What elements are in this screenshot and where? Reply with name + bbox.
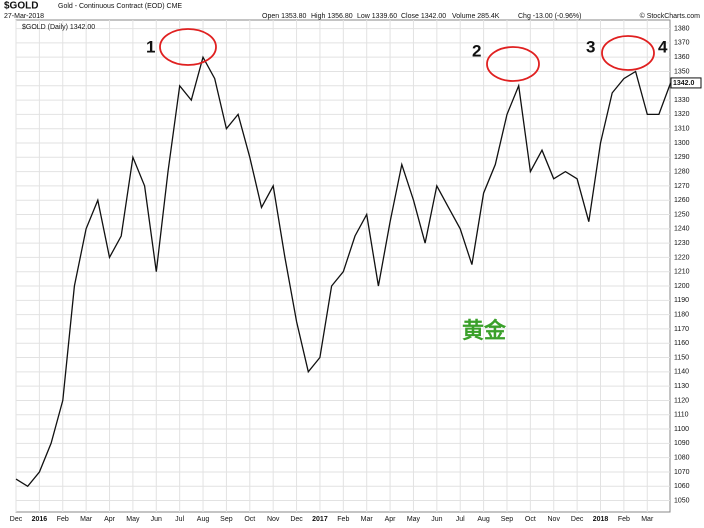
y-tick-label: 1050 [674,497,690,504]
x-tick-label: Mar [80,516,93,523]
x-tick-label: Oct [244,516,255,523]
last-price-label: 1342.0 [673,80,695,87]
y-tick-label: 1240 [674,226,690,233]
x-tick-label: Sep [501,516,514,523]
y-tick-label: 1370 [674,40,690,47]
y-tick-label: 1260 [674,197,690,204]
annotation-number: 2 [472,41,481,60]
highlight-circle [486,46,540,82]
y-tick-label: 1100 [674,426,689,433]
annotation-label: 黄金 [462,318,507,343]
y-tick-label: 1130 [674,383,689,390]
y-tick-label: 1280 [674,168,690,175]
chart-subtitle: Gold - Continuous Contract (EOD) CME [58,3,182,10]
chart-date: 27-Mar-2018 [4,13,44,20]
y-tick-label: 1300 [674,140,690,147]
x-tick-label: Feb [618,516,630,523]
y-tick-label: 1210 [674,269,690,276]
x-tick-label: Nov [548,516,561,523]
y-tick-label: 1310 [674,126,690,133]
y-tick-label: 1090 [674,440,690,447]
y-tick-label: 1220 [674,254,690,261]
quote-stat: Close 1342.00 [401,13,446,20]
x-tick-label: Oct [525,516,536,523]
credit: © StockCharts.com [640,12,701,20]
x-tick-label: Apr [385,516,397,523]
x-tick-label: Mar [361,516,374,523]
x-tick-label: May [126,516,140,523]
y-tick-label: 1180 [674,311,689,318]
y-tick-label: 1080 [674,454,690,461]
y-tick-label: 1110 [674,412,689,419]
x-tick-label: Sep [220,516,233,523]
y-tick-label: 1120 [674,397,689,404]
x-tick-label: Feb [337,516,349,523]
y-tick-label: 1150 [674,354,689,361]
quote-stat: Open 1353.80 [262,13,306,20]
quote-stat: Volume 285.4K [452,13,500,20]
x-tick-label: Aug [197,516,210,523]
y-tick-label: 1360 [674,54,690,61]
x-tick-label: Jul [175,516,184,523]
x-tick-label: 2017 [312,516,328,523]
x-tick-label: Jun [431,516,442,523]
x-tick-label: Dec [571,516,584,523]
chart-title: $GOLD [4,1,38,12]
y-tick-label: 1170 [674,326,689,333]
y-tick-label: 1380 [674,25,690,32]
x-tick-label: Dec [290,516,303,523]
x-tick-label: Jul [456,516,465,523]
y-tick-label: 1070 [674,469,690,476]
annotation-number: 4 [658,37,668,56]
y-tick-label: 1350 [674,68,690,75]
price-line [15,55,672,488]
y-tick-label: 1190 [674,297,689,304]
x-tick-label: Dec [10,516,23,523]
x-tick-label: May [407,516,421,523]
y-tick-label: 1140 [674,369,689,376]
quote-stat: High 1356.80 [311,13,353,20]
y-tick-label: 1200 [674,283,690,290]
legend-entry: $GOLD (Daily) 1342.00 [22,24,95,31]
y-tick-label: 1330 [674,97,690,104]
quote-stat: Chg -13.00 (-0.96%) [518,13,581,20]
x-tick-label: Feb [57,516,69,523]
y-tick-label: 1270 [674,183,690,190]
last-price-box [670,77,702,89]
annotation-number: 1 [146,37,155,56]
x-tick-label: Nov [267,516,280,523]
x-tick-label: Mar [641,516,654,523]
y-tick-label: 1320 [674,111,690,118]
y-tick-label: 1250 [674,211,690,218]
quote-stat: Low 1339.60 [357,13,397,20]
highlight-circle [159,28,217,66]
x-tick-label: 2016 [32,516,48,523]
y-tick-label: 1160 [674,340,689,347]
y-tick-label: 1060 [674,483,690,490]
highlight-circle [601,35,655,71]
x-tick-label: 2018 [593,516,609,523]
y-tick-label: 1290 [674,154,690,161]
annotation-number: 3 [586,37,595,56]
y-tick-label: 1230 [674,240,690,247]
x-tick-label: Jun [151,516,162,523]
x-tick-label: Aug [477,516,490,523]
x-tick-label: Apr [104,516,116,523]
